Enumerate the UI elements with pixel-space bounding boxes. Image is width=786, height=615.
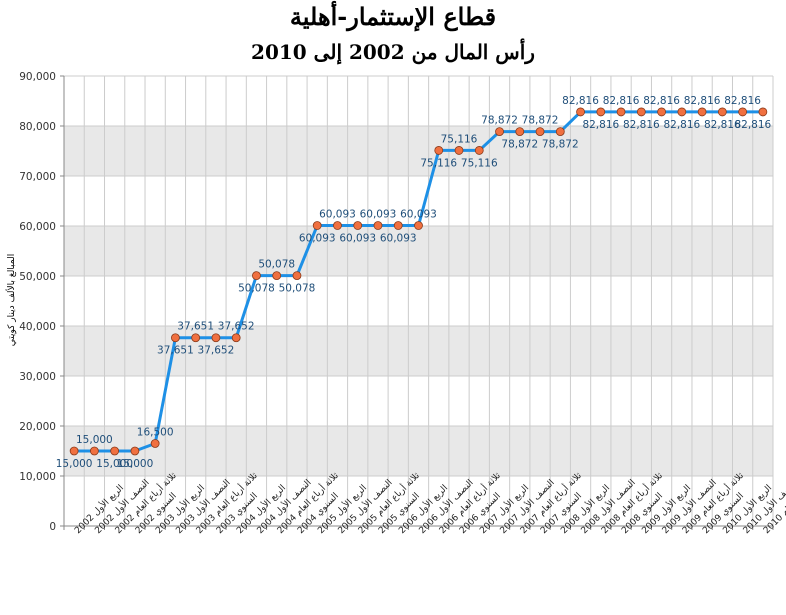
data-points: [69, 107, 768, 456]
y-tick-label: 90,000: [19, 71, 56, 83]
data-point: [110, 446, 120, 456]
data-point: [454, 146, 464, 155]
y-tick-label: 30,000: [19, 371, 56, 383]
data-point: [130, 446, 140, 456]
data-point: [312, 221, 322, 230]
data-point: [596, 107, 606, 117]
data-point: [292, 271, 302, 281]
data-label: 15,000: [56, 458, 93, 470]
data-point: [414, 221, 423, 230]
data-point: [272, 271, 282, 281]
data-point: [535, 127, 545, 137]
y-tick-label: 20,000: [19, 421, 56, 433]
data-label: 15,000: [76, 434, 113, 446]
chart-subtitle: رأس المال من 2002 إلى 2010: [251, 40, 535, 64]
data-point: [758, 107, 768, 117]
data-labels: 15,00015,00015,00015,00016,50037,65137,6…: [56, 95, 772, 470]
data-label: 82,816: [623, 119, 660, 131]
data-label: 60,093: [299, 233, 336, 245]
y-axis-label: المبالغ بالألف دينار كويتي: [5, 254, 17, 346]
data-label: 82,816: [704, 119, 741, 131]
data-point: [576, 107, 585, 117]
data-label: 60,093: [339, 233, 376, 245]
data-label: 15,000: [117, 458, 154, 470]
data-point: [657, 107, 666, 117]
y-tick-label: 60,000: [19, 221, 56, 233]
data-label: 78,872: [542, 139, 579, 151]
data-point: [636, 107, 646, 117]
plot-band: [64, 126, 773, 176]
data-label: 16,500: [137, 427, 174, 439]
plot-bands: [64, 126, 773, 476]
data-label: 82,816: [643, 95, 680, 107]
data-label: 78,872: [522, 115, 559, 127]
data-point: [677, 107, 687, 117]
data-label: 60,093: [360, 209, 397, 221]
data-point: [89, 446, 99, 456]
data-label: 78,872: [501, 139, 538, 151]
axes: [60, 75, 774, 530]
data-label: 82,816: [582, 119, 619, 131]
data-label: 82,816: [724, 95, 761, 107]
data-label: 50,078: [279, 283, 316, 295]
plot-band: [64, 326, 773, 376]
data-point: [697, 107, 707, 117]
data-point: [616, 107, 626, 117]
data-label: 37,651: [157, 345, 194, 357]
data-point: [353, 221, 363, 230]
data-label: 60,093: [319, 209, 356, 221]
data-point: [171, 333, 180, 343]
data-point: [191, 333, 201, 343]
data-label: 60,093: [380, 233, 417, 245]
data-point: [252, 271, 261, 281]
data-point: [434, 146, 444, 155]
data-label: 37,651: [177, 321, 214, 333]
data-label: 60,093: [400, 209, 437, 221]
data-point: [474, 146, 484, 155]
plot-band: [64, 226, 773, 276]
data-label: 75,116: [420, 157, 457, 169]
y-tick-label: 80,000: [19, 121, 56, 133]
grid-lines: [63, 75, 774, 527]
data-point: [515, 127, 525, 137]
data-label: 75,116: [441, 133, 478, 145]
data-label: 78,872: [481, 115, 518, 127]
plot-band: [64, 426, 773, 476]
y-tick-labels: 0 10,000 20,000 30,000 40,000 50,000 60,000 70,…: [19, 71, 56, 533]
data-label: 82,816: [663, 119, 700, 131]
data-label: 37,652: [198, 345, 235, 357]
data-point: [69, 446, 79, 456]
data-label: 15,000: [96, 458, 133, 470]
data-point: [373, 221, 383, 230]
data-label: 82,816: [603, 95, 640, 107]
data-point: [495, 127, 504, 137]
data-point: [717, 107, 727, 117]
data-label: 82,816: [734, 119, 771, 131]
y-tick-label: 0: [49, 521, 56, 533]
y-tick-label: 40,000: [19, 321, 56, 333]
data-point: [211, 333, 221, 343]
chart-title: قطاع الإستثمار-أهلية: [289, 2, 497, 31]
data-point: [333, 221, 342, 230]
data-point: [231, 333, 241, 343]
data-point: [393, 221, 403, 230]
y-tick-label: 50,000: [19, 271, 56, 283]
data-label: 82,816: [562, 95, 599, 107]
data-label: 50,078: [238, 283, 275, 295]
data-point: [150, 439, 160, 448]
data-point: [738, 107, 748, 117]
data-label: 37,652: [218, 321, 255, 333]
y-tick-label: 70,000: [19, 171, 56, 183]
data-point: [555, 127, 565, 137]
data-label: 50,078: [258, 259, 295, 271]
data-label: 75,116: [461, 157, 498, 169]
y-tick-label: 10,000: [19, 471, 56, 483]
data-label: 82,816: [684, 95, 721, 107]
